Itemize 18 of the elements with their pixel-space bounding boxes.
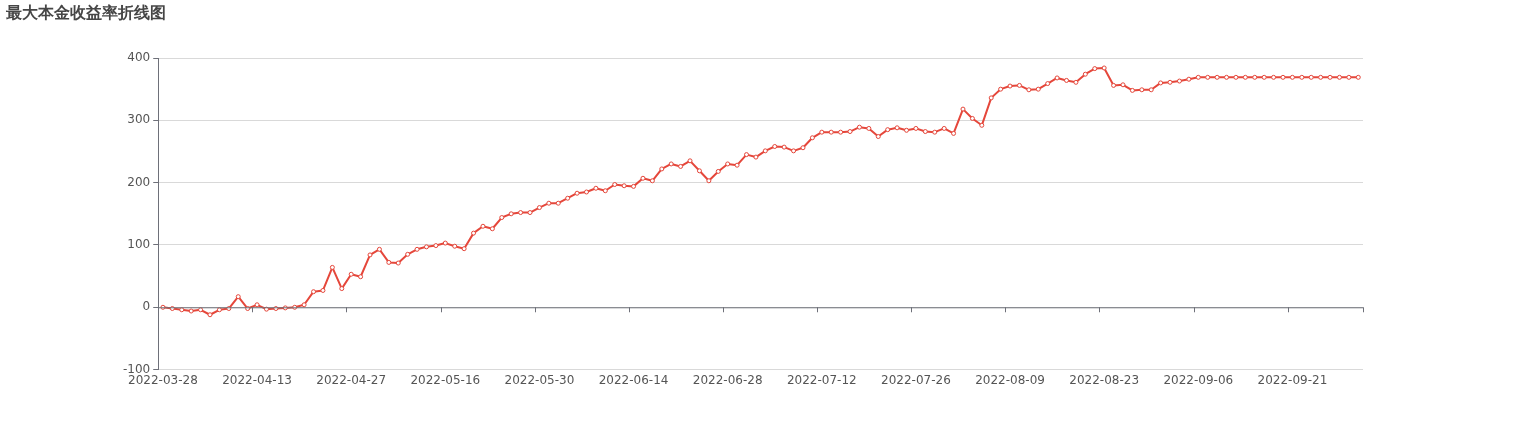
x-tick-label: 2022-04-27 [316, 372, 387, 387]
x-tick-label: 2022-09-06 [1163, 372, 1234, 387]
x-tick-label: 2022-08-09 [975, 372, 1045, 387]
y-tick-label: 100 [127, 237, 151, 252]
x-tick-label: 2022-06-14 [598, 372, 669, 387]
x-tick-label: 2022-05-16 [410, 372, 481, 387]
x-tick-label: 2022-09-21 [1257, 372, 1328, 387]
chart-title: 最大本金收益率折线图 [6, 3, 166, 24]
x-tick-label: 2022-05-30 [504, 372, 575, 387]
x-tick-label: 2022-07-26 [881, 372, 951, 387]
x-tick-label: 2022-08-23 [1069, 372, 1140, 387]
y-tick-label: 0 [142, 299, 151, 314]
x-tick-label: 2022-06-28 [692, 372, 763, 387]
y-tick-label: 200 [127, 174, 151, 189]
y-tick-label: 300 [127, 112, 151, 127]
y-tick-label: 400 [127, 50, 151, 65]
x-tick-label: 2022-07-12 [786, 372, 857, 387]
x-tick-label: 2022-04-13 [222, 372, 292, 387]
